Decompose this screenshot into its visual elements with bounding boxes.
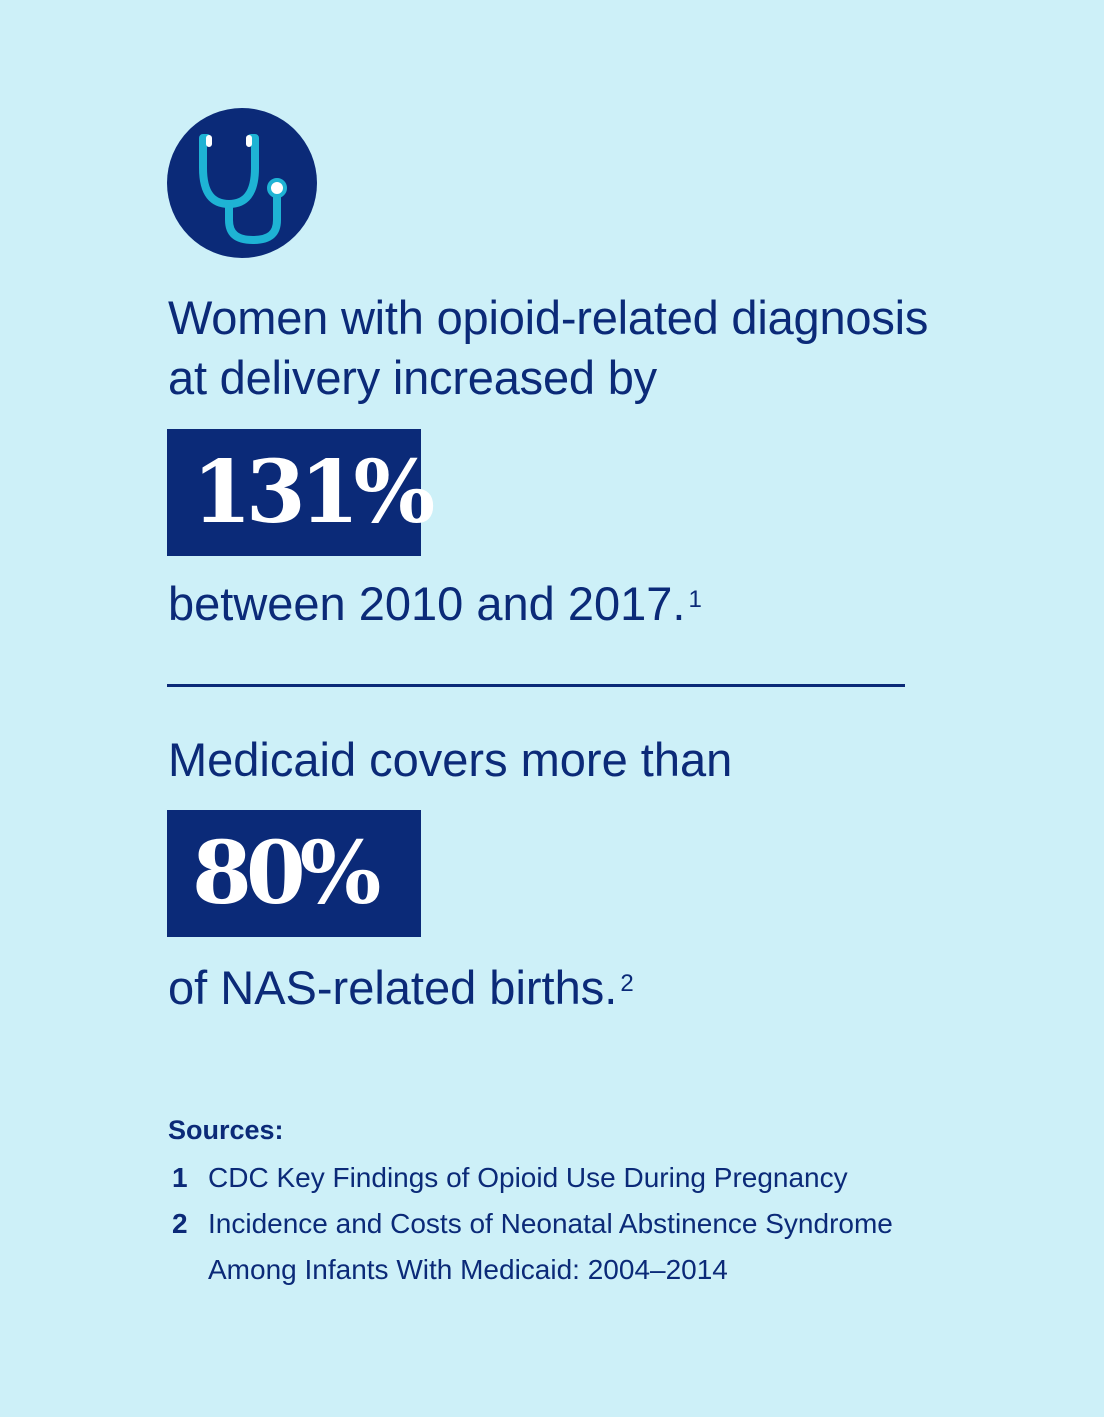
source-item: 1 CDC Key Findings of Opioid Use During … — [172, 1155, 988, 1201]
stat-2-lead: Medicaid covers more than — [168, 733, 733, 786]
section-divider — [167, 684, 905, 687]
stethoscope-icon — [199, 134, 287, 245]
source-text: CDC Key Findings of Opioid Use During Pr… — [208, 1162, 848, 1193]
stat-1-trail: between 2010 and 2017. 1 — [168, 574, 702, 634]
source-item: 2 Incidence and Costs of Neonatal Abstin… — [172, 1201, 968, 1293]
stat-1-trail-text: between 2010 and 2017. — [168, 577, 686, 630]
stat-1-lead: Women with opioid-related diagnosis at d… — [168, 291, 929, 404]
source-number: 2 — [172, 1208, 188, 1239]
stat-1-value: 131% — [192, 442, 435, 543]
stat-2-trail: of NAS-related births. 2 — [168, 958, 634, 1018]
stat-1-value-badge: 131% — [167, 429, 435, 556]
stethoscope-icon-circle — [167, 108, 317, 258]
footnote-1-marker: 1 — [688, 586, 702, 613]
source-number: 1 — [172, 1162, 188, 1193]
stat-2-trail-text: of NAS-related births. — [168, 961, 618, 1014]
source-text: Incidence and Costs of Neonatal Abstinen… — [208, 1208, 893, 1285]
stat-2-value: 80% — [192, 823, 381, 924]
sources-heading: Sources: — [168, 1115, 284, 1145]
footnote-2-marker: 2 — [620, 970, 634, 997]
stat-2-value-badge: 80% — [167, 810, 421, 937]
